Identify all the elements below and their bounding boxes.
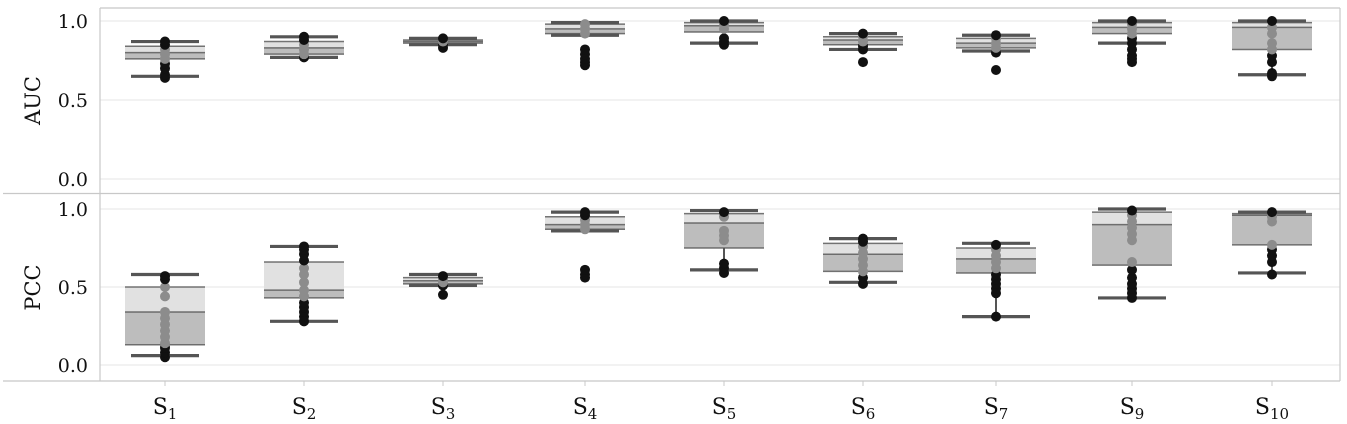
data-point xyxy=(1267,16,1277,26)
data-point xyxy=(299,263,309,274)
y-axis-label: PCC xyxy=(21,264,45,310)
data-point xyxy=(858,57,868,68)
x-tick-label: S2 xyxy=(292,395,317,423)
x-tick-label: S6 xyxy=(851,395,876,423)
data-point xyxy=(1127,272,1137,283)
data-point xyxy=(991,30,1001,41)
data-point xyxy=(580,207,590,218)
data-point xyxy=(160,271,170,282)
data-point xyxy=(1127,16,1137,26)
data-point xyxy=(299,31,309,42)
data-point xyxy=(858,233,868,244)
y-tick-label: 0.5 xyxy=(58,90,88,112)
data-point xyxy=(160,36,170,47)
data-point xyxy=(160,291,170,302)
data-point xyxy=(438,289,448,300)
data-point xyxy=(299,241,309,252)
y-tick-label: 0.0 xyxy=(58,169,88,191)
data-point xyxy=(1267,207,1277,218)
data-point xyxy=(1127,205,1137,216)
x-tick-label: S3 xyxy=(431,395,456,423)
axis-layer: 0.0 0.5 1.0 AUC 0.0 0.5 1.0 PCC S1 S2 S3 S4 S5 S6 S7 S9… xyxy=(3,7,1341,423)
data-point xyxy=(299,285,309,296)
data-point xyxy=(1127,257,1137,268)
data-point xyxy=(438,33,448,44)
data-point xyxy=(1267,38,1277,49)
data-point xyxy=(160,306,170,317)
data-point xyxy=(719,16,729,26)
data-point xyxy=(858,28,868,39)
data-point xyxy=(719,225,729,236)
data-point xyxy=(991,239,1001,250)
point-layer xyxy=(160,16,1277,363)
data-point xyxy=(580,264,590,275)
x-tick-label: S10 xyxy=(1255,395,1289,423)
y-tick-label: 1.0 xyxy=(58,199,88,221)
data-point xyxy=(719,33,729,44)
y-axis-label: AUC xyxy=(21,76,45,126)
data-point xyxy=(299,277,309,288)
data-point xyxy=(1267,68,1277,79)
data-point xyxy=(1267,269,1277,280)
x-tick-label: S5 xyxy=(712,395,737,423)
data-point xyxy=(438,271,448,282)
data-point xyxy=(580,19,590,30)
data-point xyxy=(1127,264,1137,275)
data-point xyxy=(1267,239,1277,250)
data-point xyxy=(719,258,729,269)
data-point xyxy=(991,311,1001,322)
data-point xyxy=(719,207,729,218)
data-point xyxy=(991,64,1001,75)
data-point xyxy=(160,282,170,292)
y-tick-label: 1.0 xyxy=(58,11,88,33)
y-tick-label: 0.0 xyxy=(58,355,88,377)
x-tick-label: S4 xyxy=(573,395,598,423)
x-tick-label: S1 xyxy=(153,395,178,423)
x-tick-label: S7 xyxy=(984,395,1009,423)
y-tick-label: 0.5 xyxy=(58,277,88,299)
x-tick-label: S9 xyxy=(1120,395,1145,423)
data-point xyxy=(580,44,590,55)
